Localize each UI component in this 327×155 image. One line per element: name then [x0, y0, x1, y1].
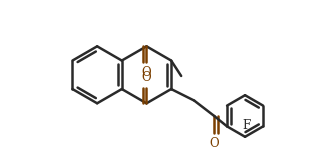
Text: F: F: [243, 119, 251, 132]
Text: O: O: [142, 66, 151, 79]
Text: O: O: [210, 137, 219, 150]
Text: O: O: [142, 71, 151, 84]
